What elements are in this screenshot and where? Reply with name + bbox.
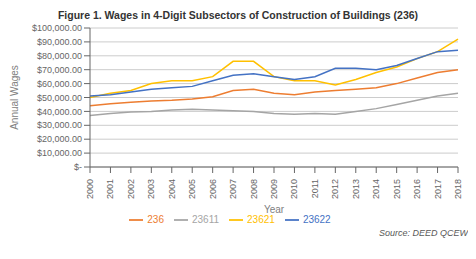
svg-text:$80,000.00: $80,000.00: [37, 51, 82, 61]
svg-text:$70,000.00: $70,000.00: [37, 65, 82, 75]
svg-text:2015: 2015: [392, 179, 402, 199]
html-text:23622: 23622: [302, 213, 331, 225]
html-text:23611: 23611: [192, 213, 220, 225]
svg-text:2007: 2007: [228, 179, 238, 199]
svg-text:2008: 2008: [249, 179, 259, 199]
svg-text:2002: 2002: [126, 179, 136, 199]
svg-text:2005: 2005: [187, 179, 197, 199]
html-text:Figure 1. Wages in 4-Digit Sub: Figure 1. Wages in 4-Digit Subsectors of…: [57, 9, 419, 21]
svg-text:2013: 2013: [351, 179, 361, 199]
svg-text:$10,000.00: $10,000.00: [37, 148, 82, 158]
html-text:236: 236: [147, 213, 164, 225]
svg-text:2014: 2014: [371, 179, 381, 199]
svg-text:2003: 2003: [146, 179, 156, 199]
svg-text:$-: $-: [74, 162, 82, 172]
html-text:Source: DEED QCEW: Source: DEED QCEW: [379, 228, 468, 238]
svg-text:2004: 2004: [167, 179, 177, 199]
svg-text:2000: 2000: [85, 179, 95, 199]
svg-text:$60,000.00: $60,000.00: [37, 79, 82, 89]
svg-text:2001: 2001: [105, 179, 115, 199]
svg-text:Year: Year: [264, 204, 285, 215]
svg-text:2018: 2018: [453, 179, 463, 199]
svg-text:$20,000.00: $20,000.00: [37, 134, 82, 144]
svg-text:$50,000.00: $50,000.00: [37, 93, 82, 103]
svg-text:$40,000.00: $40,000.00: [37, 107, 82, 117]
html-text:23621: 23621: [247, 213, 275, 225]
svg-text:2011: 2011: [310, 179, 320, 198]
svg-text:Annual Wages: Annual Wages: [9, 65, 20, 130]
svg-text:2009: 2009: [269, 179, 279, 199]
svg-text:2017: 2017: [433, 179, 443, 199]
svg-text:2012: 2012: [330, 179, 340, 199]
svg-text:$100,000.00: $100,000.00: [32, 23, 82, 33]
svg-text:$30,000.00: $30,000.00: [37, 120, 82, 130]
svg-text:2016: 2016: [412, 179, 422, 199]
svg-text:$90,000.00: $90,000.00: [37, 37, 82, 47]
svg-text:2010: 2010: [289, 179, 299, 199]
svg-text:2006: 2006: [208, 179, 218, 199]
